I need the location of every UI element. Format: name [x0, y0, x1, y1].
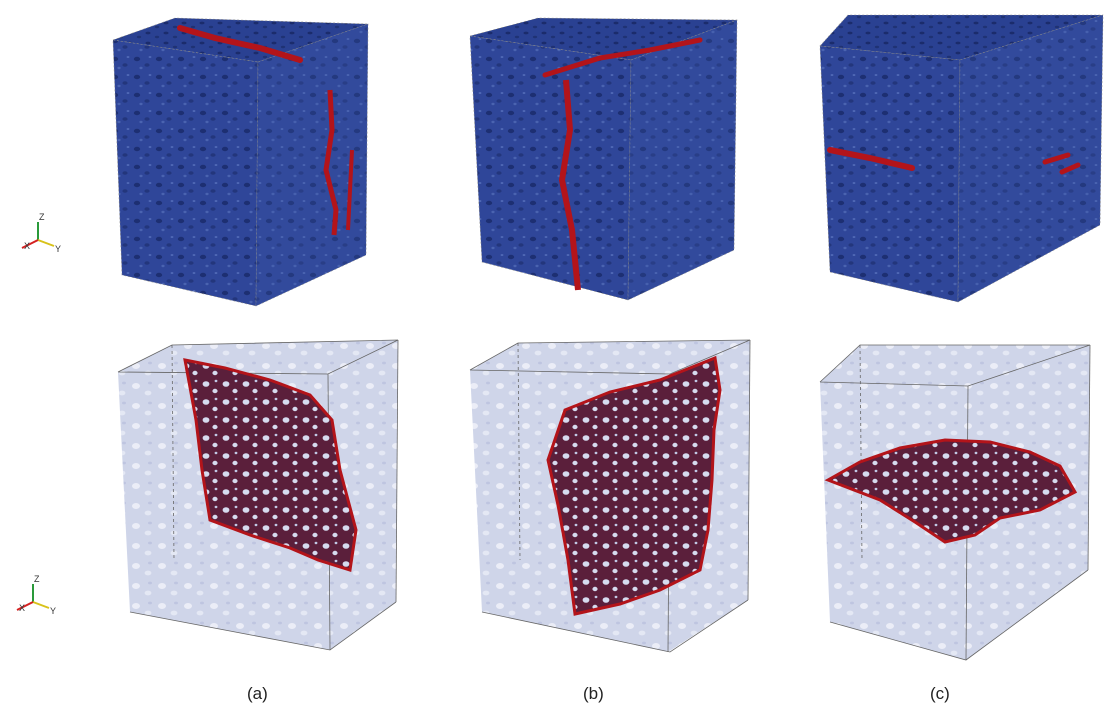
axes-triad-bottom: Z Y X: [16, 574, 56, 616]
cube-ghost-c: [819, 344, 1091, 661]
crack-side-a: [323, 89, 339, 236]
crack-top-b: [542, 37, 703, 78]
axes-triad-top: Z Y X: [21, 212, 61, 254]
axis-y-label: Y: [55, 244, 61, 254]
axis-x-label: X: [19, 603, 25, 613]
panel-label-c: (c): [930, 684, 950, 703]
cube-solid-b: [469, 17, 738, 301]
crack-side-b: [558, 79, 581, 291]
panel-label-b: (b): [583, 684, 604, 703]
crack-side-c2: [1042, 152, 1081, 175]
axis-x-label: X: [24, 241, 30, 251]
crack-surface-c: [824, 438, 1078, 544]
axis-z-label: Z: [39, 212, 45, 222]
axis-z-label: Z: [34, 574, 40, 584]
crack-top-a: [177, 25, 303, 63]
axis-y-label: Y: [50, 606, 56, 616]
crack-surface-b: [546, 355, 722, 616]
cube-solid-a: [112, 17, 369, 307]
panel-label-a: (a): [247, 684, 268, 703]
cube-ghost-a: [117, 339, 399, 651]
cube-ghost-b: [469, 339, 751, 653]
cube-solid-c: [819, 14, 1104, 303]
crack-side-c1: [827, 147, 915, 171]
crack-surface-a: [183, 358, 358, 572]
